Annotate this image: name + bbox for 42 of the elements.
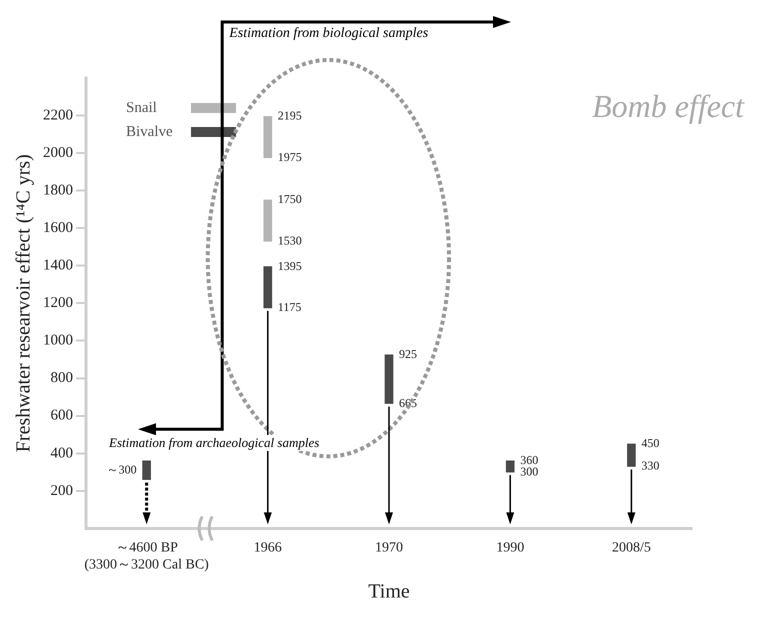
x-tick-label: 1990: [496, 540, 524, 556]
bar: [263, 116, 272, 158]
x-tick-label: 1970: [375, 540, 403, 556]
y-tick-label: 1400: [43, 258, 73, 274]
y-tick-label: 1000: [43, 332, 73, 349]
x-tick-label: 1966: [254, 540, 282, 556]
x-axis-title: Time: [368, 580, 410, 602]
y-tick-label: 1200: [43, 295, 73, 312]
y-tick-label: 600: [50, 408, 73, 424]
x-tick-label: ～4600 BP (3300～3200 Cal BC): [84, 540, 210, 572]
bar: [142, 460, 151, 480]
annotation: Bomb effect: [592, 88, 744, 125]
text: Estimation from biological samples: [229, 26, 428, 42]
annotation: 450: [641, 436, 660, 450]
annotation: 1750: [278, 192, 302, 206]
y-axis-title: Freshwater researvoir effect (¹⁴C yrs): [12, 154, 34, 452]
annotation: ～300: [106, 462, 137, 476]
legend-label: Bivalve: [126, 124, 173, 140]
annotation: 1395: [278, 258, 302, 273]
annotation: 1530: [278, 233, 302, 248]
y-tick-label: 1800: [43, 182, 73, 199]
annotation: 1175: [278, 300, 302, 314]
y-tick-label: 200: [50, 482, 73, 499]
annotation: Estimation from archaeological samples: [106, 435, 322, 452]
annotation: 1975: [278, 150, 302, 164]
annotation: 300: [520, 464, 538, 478]
legend-label: Snail: [126, 100, 157, 116]
bar: [263, 266, 272, 308]
y-tick-label: 800: [50, 370, 73, 386]
bar: [263, 200, 272, 242]
annotation: 360: [520, 452, 538, 467]
annotation: 925: [399, 346, 417, 361]
y-tick-label: 2200: [43, 107, 73, 124]
x-tick-label: 2008/5: [612, 540, 651, 556]
bar: [627, 444, 636, 467]
bar: [506, 460, 515, 472]
annotation: 2195: [278, 108, 302, 123]
bar: [384, 354, 394, 404]
annotation: 330: [641, 458, 660, 473]
y-tick-label: 400: [50, 445, 73, 462]
y-tick-label: 2000: [43, 145, 73, 162]
y-tick-label: 1600: [43, 220, 73, 236]
